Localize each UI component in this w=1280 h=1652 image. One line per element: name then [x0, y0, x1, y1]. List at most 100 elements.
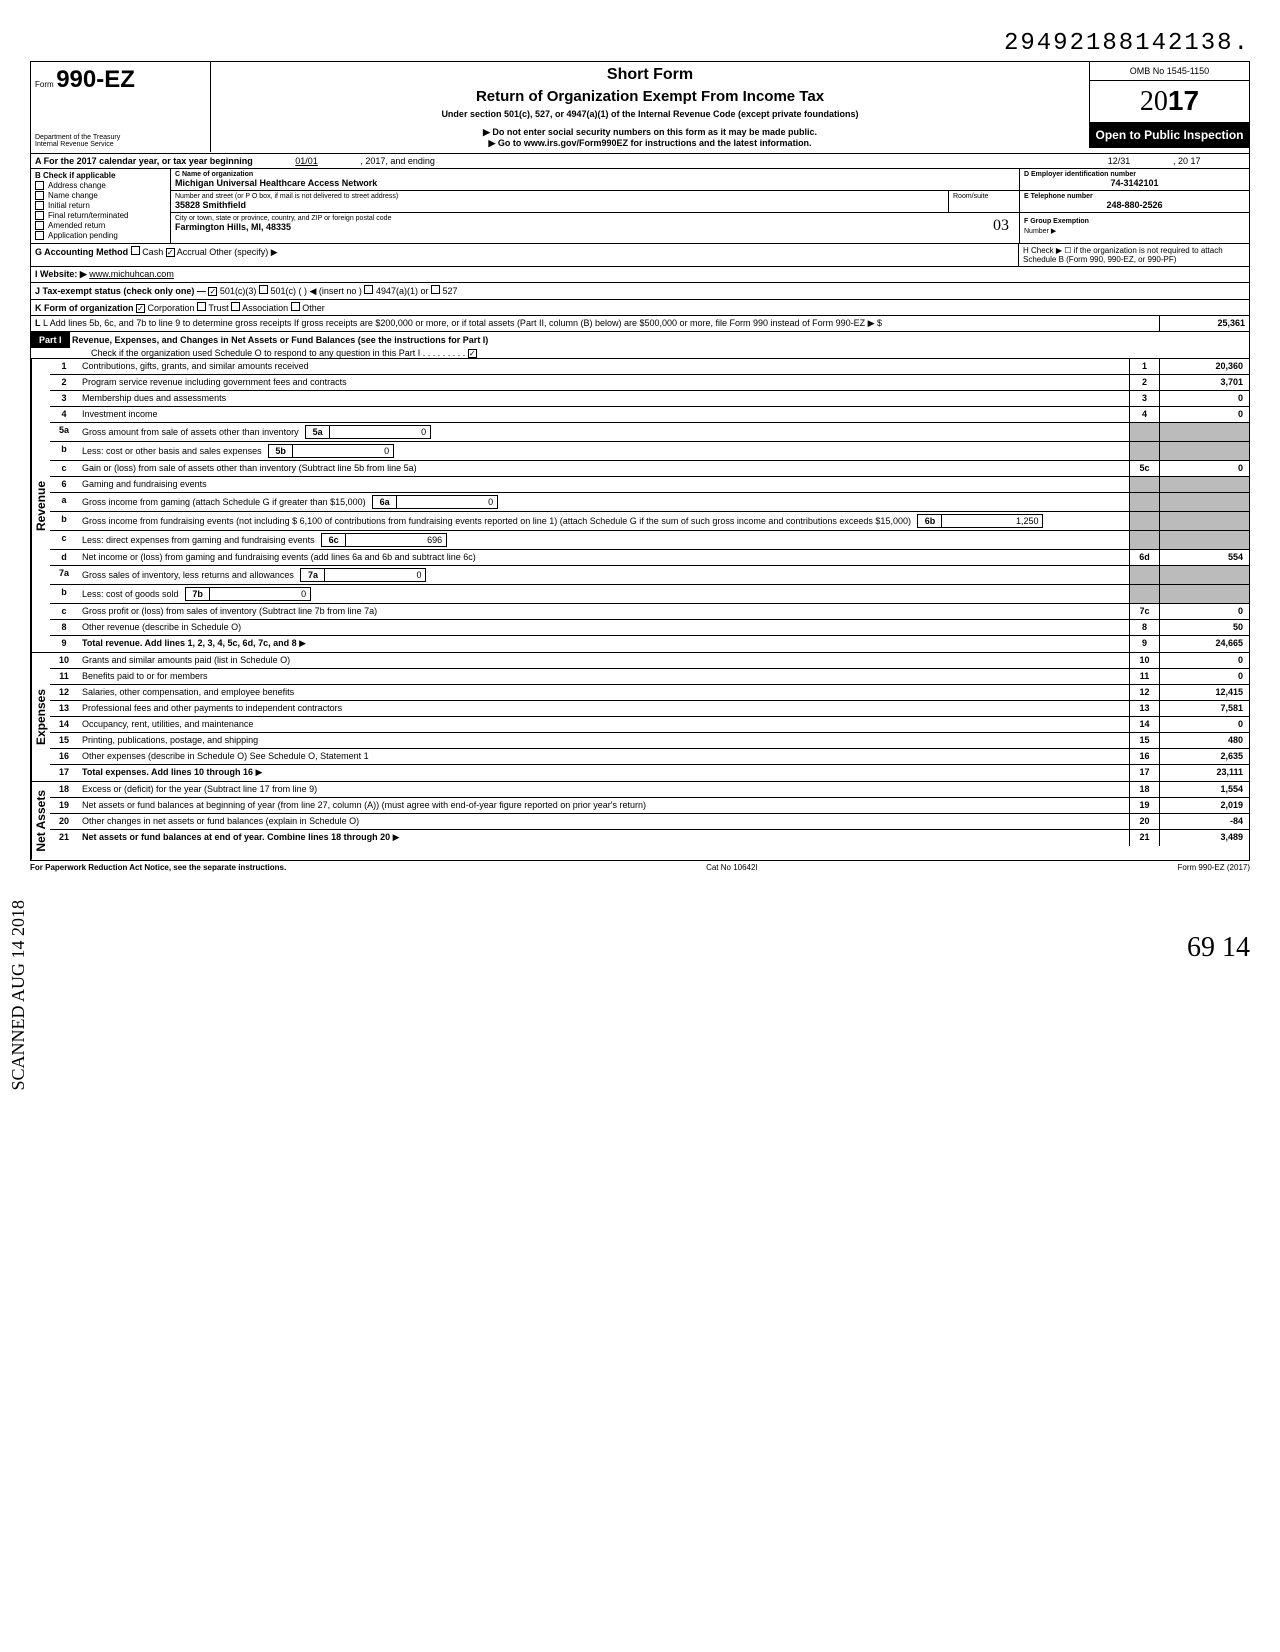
cb-association[interactable] — [231, 302, 240, 311]
line-value — [1159, 585, 1249, 603]
line-value: 12,415 — [1159, 685, 1249, 700]
line-number: a — [50, 493, 78, 511]
cb-initial-return[interactable] — [35, 201, 44, 210]
inner-line-value: 0 — [397, 496, 497, 508]
subtitle: Under section 501(c), 527, or 4947(a)(1)… — [219, 109, 1081, 119]
line-value: 2,635 — [1159, 749, 1249, 764]
g-accrual: Accrual — [177, 247, 207, 257]
cb-4947[interactable] — [364, 285, 373, 294]
cb-527[interactable] — [431, 285, 440, 294]
part1-header-row: Part I Revenue, Expenses, and Changes in… — [30, 332, 1250, 359]
cb-label-name: Name change — [48, 191, 98, 200]
inner-amount-box: 6a0 — [372, 495, 498, 509]
g-cash: Cash — [142, 247, 163, 257]
k-assoc: Association — [242, 303, 288, 313]
line-text: Investment income — [78, 407, 1129, 422]
bottom-handwriting: 69 14 — [30, 932, 1250, 964]
row-k: K Form of organization ✓ Corporation Tru… — [30, 300, 1250, 316]
inner-amount-box: 5a0 — [305, 425, 431, 439]
line-number: 1 — [50, 359, 78, 374]
footer-right: Form 990-EZ (2017) — [1178, 863, 1250, 872]
cb-application-pending[interactable] — [35, 231, 44, 240]
tax-year-end-month: 12/31 — [1069, 154, 1169, 168]
line-row: aGross income from gaming (attach Schedu… — [50, 493, 1249, 512]
omb-number: OMB No 1545-1150 — [1090, 62, 1249, 81]
website: www.michuhcan.com — [89, 269, 174, 279]
cb-final-return[interactable] — [35, 211, 44, 220]
line-row: cGain or (loss) from sale of assets othe… — [50, 461, 1249, 477]
cb-accrual[interactable]: ✓ — [166, 248, 175, 257]
b-label: B Check if applicable — [35, 171, 166, 180]
part1-title: Revenue, Expenses, and Changes in Net As… — [72, 335, 488, 345]
j-501c: 501(c) ( ) ◀ (insert no ) — [270, 286, 361, 296]
line-row: 7aGross sales of inventory, less returns… — [50, 566, 1249, 585]
right-line-num: 3 — [1129, 391, 1159, 406]
cb-address-change[interactable] — [35, 181, 44, 190]
line-text: Salaries, other compensation, and employ… — [78, 685, 1129, 700]
line-value: 1,554 — [1159, 782, 1249, 797]
cb-label-address: Address change — [48, 181, 106, 190]
k-corp: Corporation — [148, 303, 195, 313]
line-row: cLess: direct expenses from gaming and f… — [50, 531, 1249, 550]
cb-501c[interactable] — [259, 285, 268, 294]
line-value: 480 — [1159, 733, 1249, 748]
cb-trust[interactable] — [197, 302, 206, 311]
j-501c3: 501(c)(3) — [220, 286, 257, 296]
tax-year-end-year: , 20 17 — [1169, 154, 1249, 168]
line-text: Gross sales of inventory, less returns a… — [78, 566, 1129, 584]
line-value: 7,581 — [1159, 701, 1249, 716]
row-a-label: A For the 2017 calendar year, or tax yea… — [35, 156, 253, 166]
line-value — [1159, 512, 1249, 530]
ssn-warning: Do not enter social security numbers on … — [219, 127, 1081, 138]
line-row: 14Occupancy, rent, utilities, and mainte… — [50, 717, 1249, 733]
inner-line-num: 6b — [918, 515, 942, 527]
revenue-label: Revenue — [31, 359, 50, 652]
form-number: 990-EZ — [56, 66, 135, 93]
row-a-mid: , 2017, and ending — [360, 156, 435, 166]
line-number: 7a — [50, 566, 78, 584]
cb-schedule-o[interactable]: ✓ — [468, 349, 477, 358]
right-line-num: 2 — [1129, 375, 1159, 390]
line-text: Other expenses (describe in Schedule O) … — [78, 749, 1129, 764]
k-other: Other — [302, 303, 325, 313]
line-value: 3,701 — [1159, 375, 1249, 390]
cb-501c3[interactable]: ✓ — [208, 287, 217, 296]
row-l: L L Add lines 5b, 6c, and 7b to line 9 t… — [30, 316, 1250, 332]
g-label: G Accounting Method — [35, 247, 128, 257]
right-line-num: 15 — [1129, 733, 1159, 748]
netassets-label: Net Assets — [31, 782, 50, 860]
right-line-num — [1129, 442, 1159, 460]
right-line-num: 6d — [1129, 550, 1159, 565]
form-header: Form 990-EZ Department of the Treasury I… — [30, 61, 1250, 154]
row-g-h: G Accounting Method Cash ✓ Accrual Other… — [30, 244, 1250, 267]
line-text: Other changes in net assets or fund bala… — [78, 814, 1129, 829]
line-number: b — [50, 512, 78, 530]
cb-cash[interactable] — [131, 246, 140, 255]
org-city: Farmington Hills, MI, 48335 — [175, 222, 1015, 232]
cb-corporation[interactable]: ✓ — [136, 304, 145, 313]
cb-other-org[interactable] — [291, 302, 300, 311]
right-line-num: 18 — [1129, 782, 1159, 797]
cb-name-change[interactable] — [35, 191, 44, 200]
open-to-public: Open to Public Inspection — [1090, 122, 1249, 148]
line-text: Gain or (loss) from sale of assets other… — [78, 461, 1129, 476]
identity-block: B Check if applicable Address change Nam… — [30, 169, 1250, 244]
line-row: 9Total revenue. Add lines 1, 2, 3, 4, 5c… — [50, 636, 1249, 652]
line-row: 12Salaries, other compensation, and empl… — [50, 685, 1249, 701]
line-text: Contributions, gifts, grants, and simila… — [78, 359, 1129, 374]
line-row: 20Other changes in net assets or fund ba… — [50, 814, 1249, 830]
line-row: 16Other expenses (describe in Schedule O… — [50, 749, 1249, 765]
inner-amount-box: 6c696 — [321, 533, 447, 547]
line-value: 0 — [1159, 391, 1249, 406]
line-number: c — [50, 461, 78, 476]
line-text: Professional fees and other payments to … — [78, 701, 1129, 716]
l-value: 25,361 — [1159, 316, 1249, 331]
inner-line-num: 7b — [186, 588, 210, 600]
line-text: Occupancy, rent, utilities, and maintena… — [78, 717, 1129, 732]
inner-line-value: 0 — [210, 588, 310, 600]
inner-line-value: 1,250 — [942, 515, 1042, 527]
line-text: Benefits paid to or for members — [78, 669, 1129, 684]
cb-amended-return[interactable] — [35, 221, 44, 230]
inner-line-num: 5a — [306, 426, 330, 438]
org-street: 35828 Smithfield — [175, 200, 944, 210]
